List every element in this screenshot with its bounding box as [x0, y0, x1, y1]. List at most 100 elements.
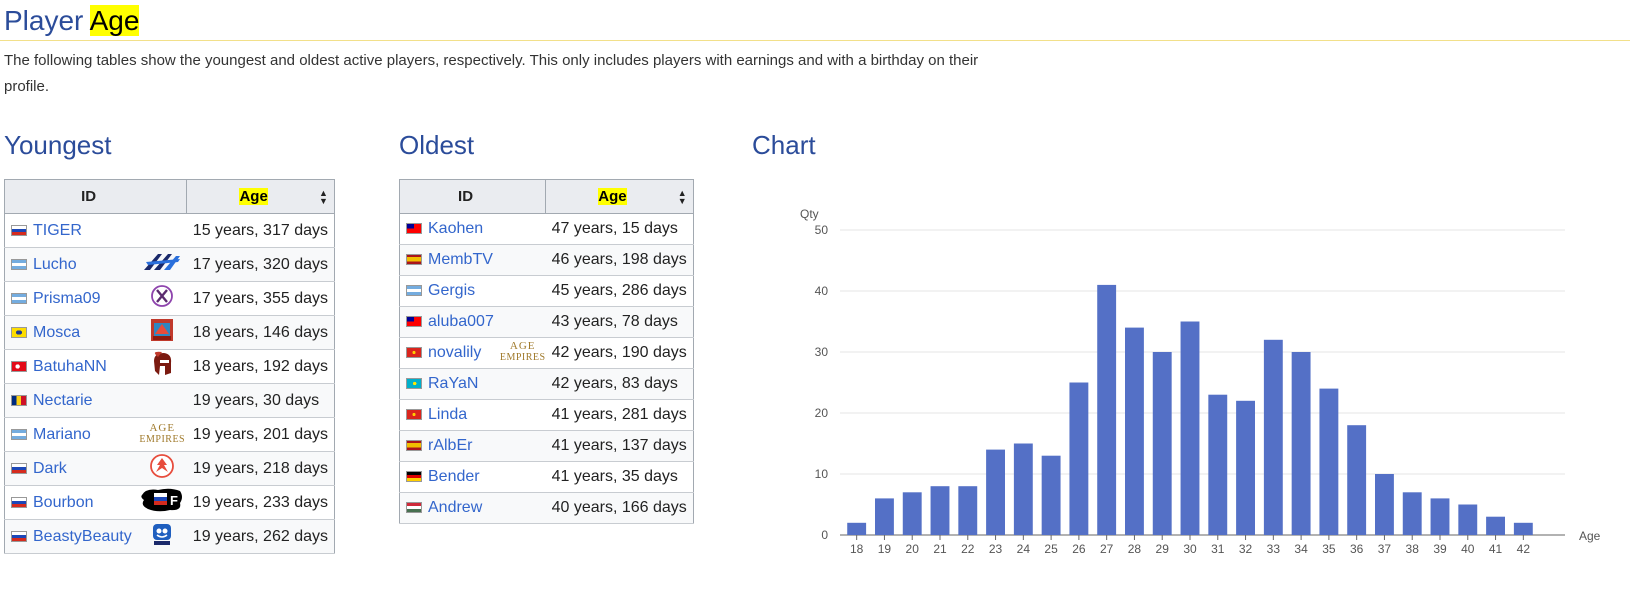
x-tick-label: 24: [1017, 542, 1031, 556]
y-tick-label: 10: [815, 467, 829, 481]
age-value: 43 years, 78 days: [545, 306, 694, 338]
age-column-header[interactable]: Age ▲ ▼: [545, 179, 694, 214]
player-link[interactable]: novalily: [428, 344, 482, 361]
bar: [958, 486, 978, 535]
team-cell: [137, 281, 187, 316]
id-column-header[interactable]: ID: [398, 179, 547, 214]
table-row: aluba007 43 years, 78 days: [398, 306, 694, 338]
player-link[interactable]: Bourbon: [33, 493, 94, 511]
player-cell: RaYaN: [398, 368, 500, 400]
x-tick-label: 33: [1267, 542, 1281, 556]
age-value: 19 years, 201 days: [186, 417, 335, 452]
y-tick-label: 40: [815, 284, 829, 298]
age-column-header[interactable]: Age ▲ ▼: [186, 179, 335, 214]
id-header-label: ID: [458, 188, 474, 205]
age-header-label: Age: [598, 188, 627, 205]
team-cell: [499, 399, 546, 431]
player-link[interactable]: rAlbEr: [428, 437, 473, 454]
page-title: Player Age: [4, 2, 140, 40]
x-tick-label: 27: [1100, 542, 1114, 556]
age-value: 42 years, 190 days: [545, 337, 694, 369]
team-cell: AGE EMPIRES: [499, 337, 546, 369]
x-tick-label: 35: [1322, 542, 1336, 556]
player-link[interactable]: Kaohen: [428, 220, 484, 237]
age-value: 17 years, 355 days: [186, 281, 335, 316]
player-link[interactable]: RaYaN: [428, 375, 479, 392]
player-link[interactable]: Linda: [428, 406, 468, 423]
age-of-empires-team-icon[interactable]: AGE EMPIRES: [499, 340, 546, 364]
player-link[interactable]: Lucho: [33, 255, 77, 273]
flag-splash-team-icon[interactable]: F: [140, 487, 184, 518]
table-row: Bender 41 years, 35 days: [398, 461, 694, 493]
bar: [1180, 321, 1200, 535]
x-tick-label: 40: [1461, 542, 1475, 556]
player-cell: BatuhaNN: [3, 349, 138, 384]
id-column-header[interactable]: ID: [3, 179, 188, 214]
x-tick-label: 34: [1294, 542, 1308, 556]
argentina-flag-icon: [11, 428, 27, 440]
x-tick-label: 39: [1433, 542, 1447, 556]
age-of-empires-team-icon[interactable]: AGE EMPIRES: [139, 421, 186, 445]
age-value: 42 years, 83 days: [545, 368, 694, 400]
player-cell: Prisma09: [3, 281, 138, 316]
sort-icon[interactable]: ▲ ▼: [677, 187, 687, 206]
age-value: 19 years, 262 days: [186, 519, 335, 554]
player-link[interactable]: Mariano: [33, 425, 91, 443]
bar: [1041, 455, 1061, 535]
table-row: BeastyBeauty 19 years, 262 days: [3, 519, 335, 554]
player-cell: Gergis: [398, 275, 500, 307]
player-link[interactable]: aluba007: [428, 313, 494, 330]
player-cell: Kaohen: [398, 213, 500, 245]
x-tick-label: 28: [1128, 542, 1142, 556]
taiwan-flag-icon: [406, 223, 422, 234]
player-link[interactable]: Andrew: [428, 499, 483, 516]
player-link[interactable]: BatuhaNN: [33, 357, 107, 375]
player-link[interactable]: Mosca: [33, 323, 81, 341]
spartan-helmet-team-icon[interactable]: [150, 351, 174, 382]
x-circle-team-icon[interactable]: [150, 284, 174, 313]
phoenix-circle-team-icon[interactable]: [149, 453, 175, 484]
player-link[interactable]: MembTV: [428, 251, 493, 268]
y-tick-label: 50: [815, 223, 829, 237]
age-value: 19 years, 218 days: [186, 451, 335, 486]
argentina-flag-icon: [406, 285, 422, 296]
player-link[interactable]: TIGER: [33, 221, 82, 239]
sort-icon[interactable]: ▲ ▼: [319, 187, 328, 206]
x-tick-label: 19: [878, 542, 892, 556]
table-row: Dark 19 years, 218 days: [3, 451, 335, 486]
age-value: 46 years, 198 days: [545, 244, 694, 276]
x-tick-label: 30: [1183, 542, 1197, 556]
player-link[interactable]: BeastyBeauty: [33, 527, 132, 545]
bar: [1263, 339, 1283, 535]
player-link[interactable]: Bender: [428, 468, 480, 485]
team-cell: [137, 383, 187, 418]
team-cell: [137, 315, 187, 350]
table-row: Lucho 17 years, 320 days: [3, 247, 335, 282]
team-cell: AGE EMPIRES: [137, 417, 187, 452]
team-cell: [137, 213, 187, 248]
table-row: novalily AGE EMPIRES 42 years, 190 days: [398, 337, 694, 369]
player-cell: rAlbEr: [398, 430, 500, 462]
x-tick-label: 32: [1239, 542, 1253, 556]
team-cell: [499, 306, 546, 338]
blue-wings-team-icon[interactable]: [142, 250, 182, 279]
x-tick-label: 23: [989, 542, 1003, 556]
bar: [1375, 474, 1394, 535]
player-cell: Lucho: [3, 247, 138, 282]
y-tick-label: 0: [821, 528, 828, 542]
red-crest-team-icon[interactable]: [150, 318, 174, 347]
bar: [1069, 382, 1089, 535]
x-tick-label: 42: [1517, 542, 1531, 556]
team-cell: [499, 461, 546, 493]
age-value: 41 years, 35 days: [545, 461, 694, 493]
mascot-team-icon[interactable]: [151, 522, 173, 551]
table-row: Bourbon F 19 years, 233 days: [3, 485, 335, 520]
bar: [1125, 327, 1144, 535]
russia-flag-icon: [11, 462, 27, 474]
bar: [1208, 394, 1228, 535]
player-link[interactable]: Prisma09: [33, 289, 101, 307]
player-link[interactable]: Dark: [33, 459, 67, 477]
x-tick-label: 25: [1044, 542, 1058, 556]
player-link[interactable]: Gergis: [428, 282, 476, 299]
player-link[interactable]: Nectarie: [33, 391, 93, 409]
